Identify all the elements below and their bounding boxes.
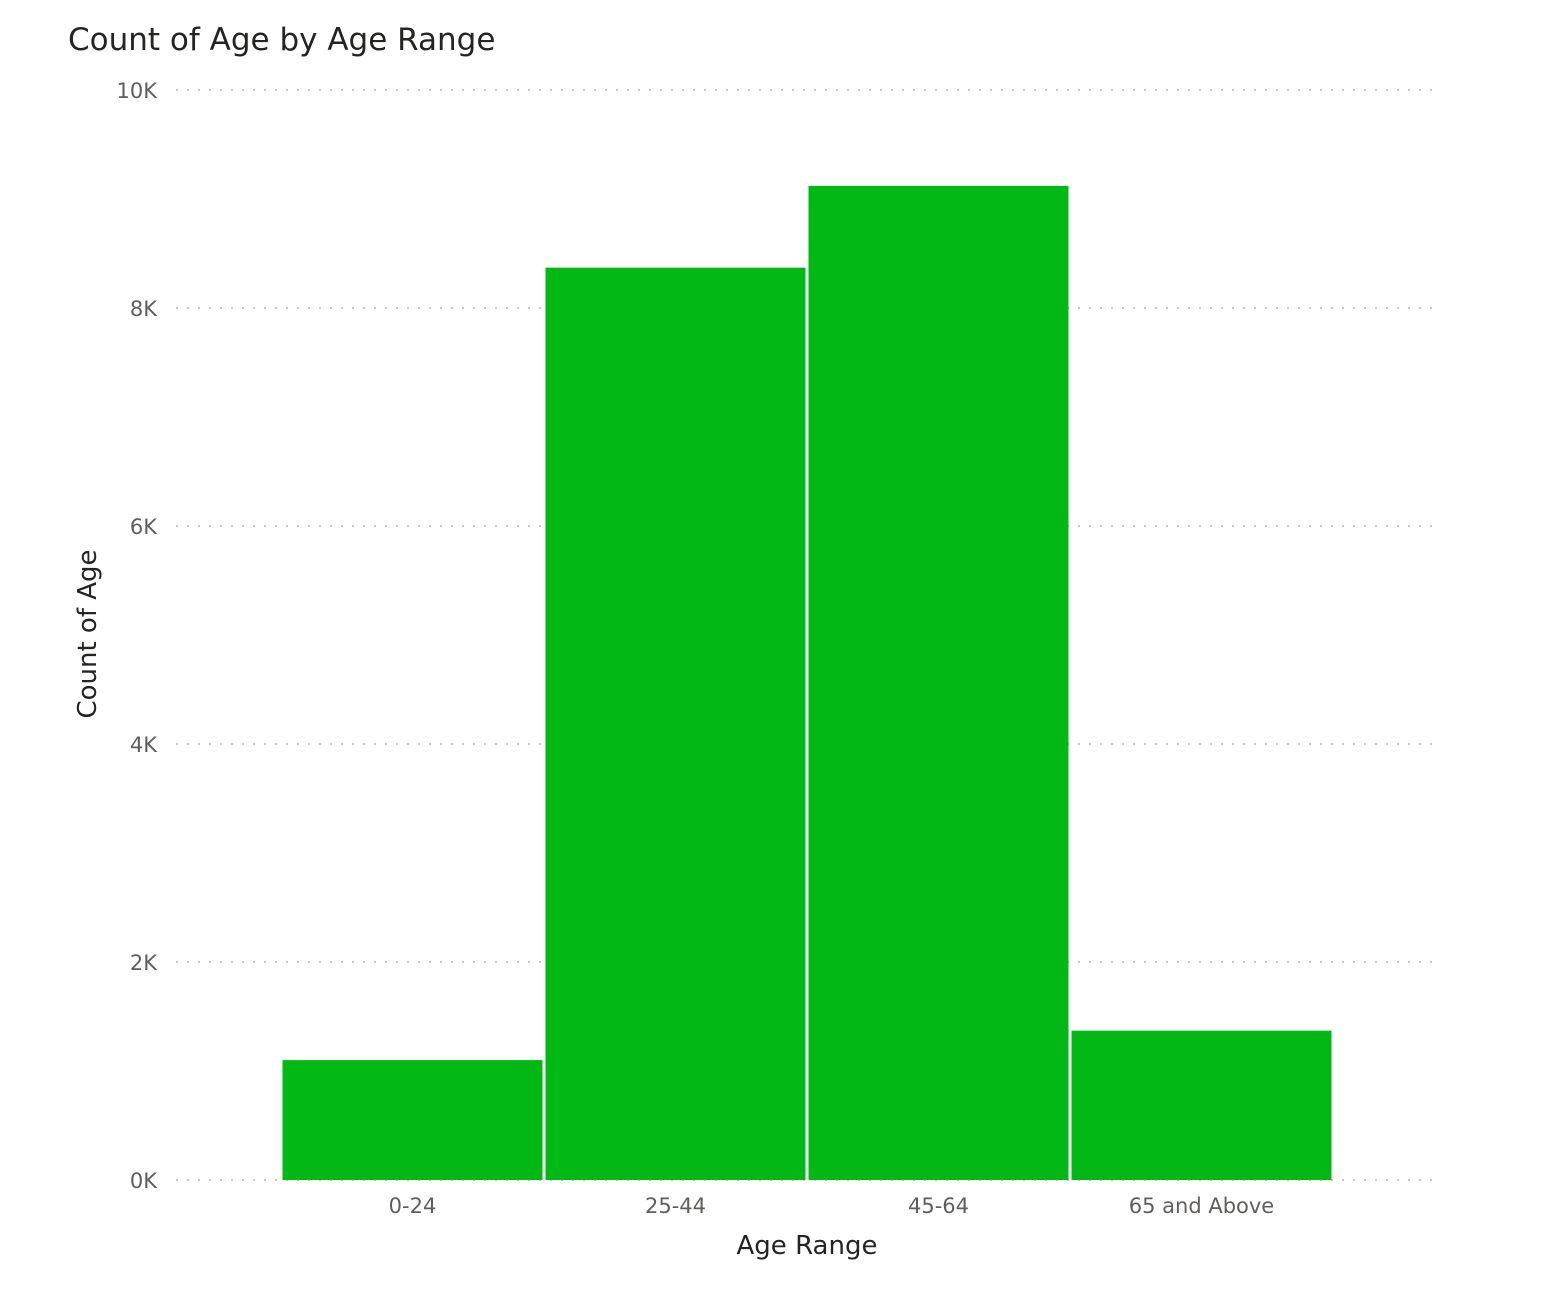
chart-title: Count of Age by Age Range — [68, 22, 496, 58]
x-axis-ticks: 0-24 25-44 45-64 65 and Above — [389, 1194, 1275, 1218]
y-tick-label: 4K — [130, 733, 158, 757]
y-tick-label: 8K — [130, 297, 158, 321]
x-tick-label: 45-64 — [908, 1194, 969, 1218]
y-axis-title: Count of Age — [73, 549, 103, 718]
bar[interactable] — [545, 267, 806, 1180]
x-axis-title: Age Range — [737, 1231, 878, 1261]
y-axis-ticks: 0K 2K 4K 6K 8K 10K — [117, 79, 159, 1193]
bar[interactable] — [1071, 1030, 1332, 1180]
x-tick-label: 25-44 — [645, 1194, 706, 1218]
x-tick-label: 0-24 — [389, 1194, 437, 1218]
bar[interactable] — [282, 1060, 543, 1180]
bar[interactable] — [808, 185, 1069, 1181]
y-tick-label: 2K — [130, 951, 158, 975]
x-tick-label: 65 and Above — [1129, 1194, 1274, 1218]
y-tick-label: 10K — [117, 79, 159, 103]
y-tick-label: 6K — [130, 515, 158, 539]
bars — [282, 185, 1332, 1181]
y-tick-label: 0K — [130, 1169, 158, 1193]
